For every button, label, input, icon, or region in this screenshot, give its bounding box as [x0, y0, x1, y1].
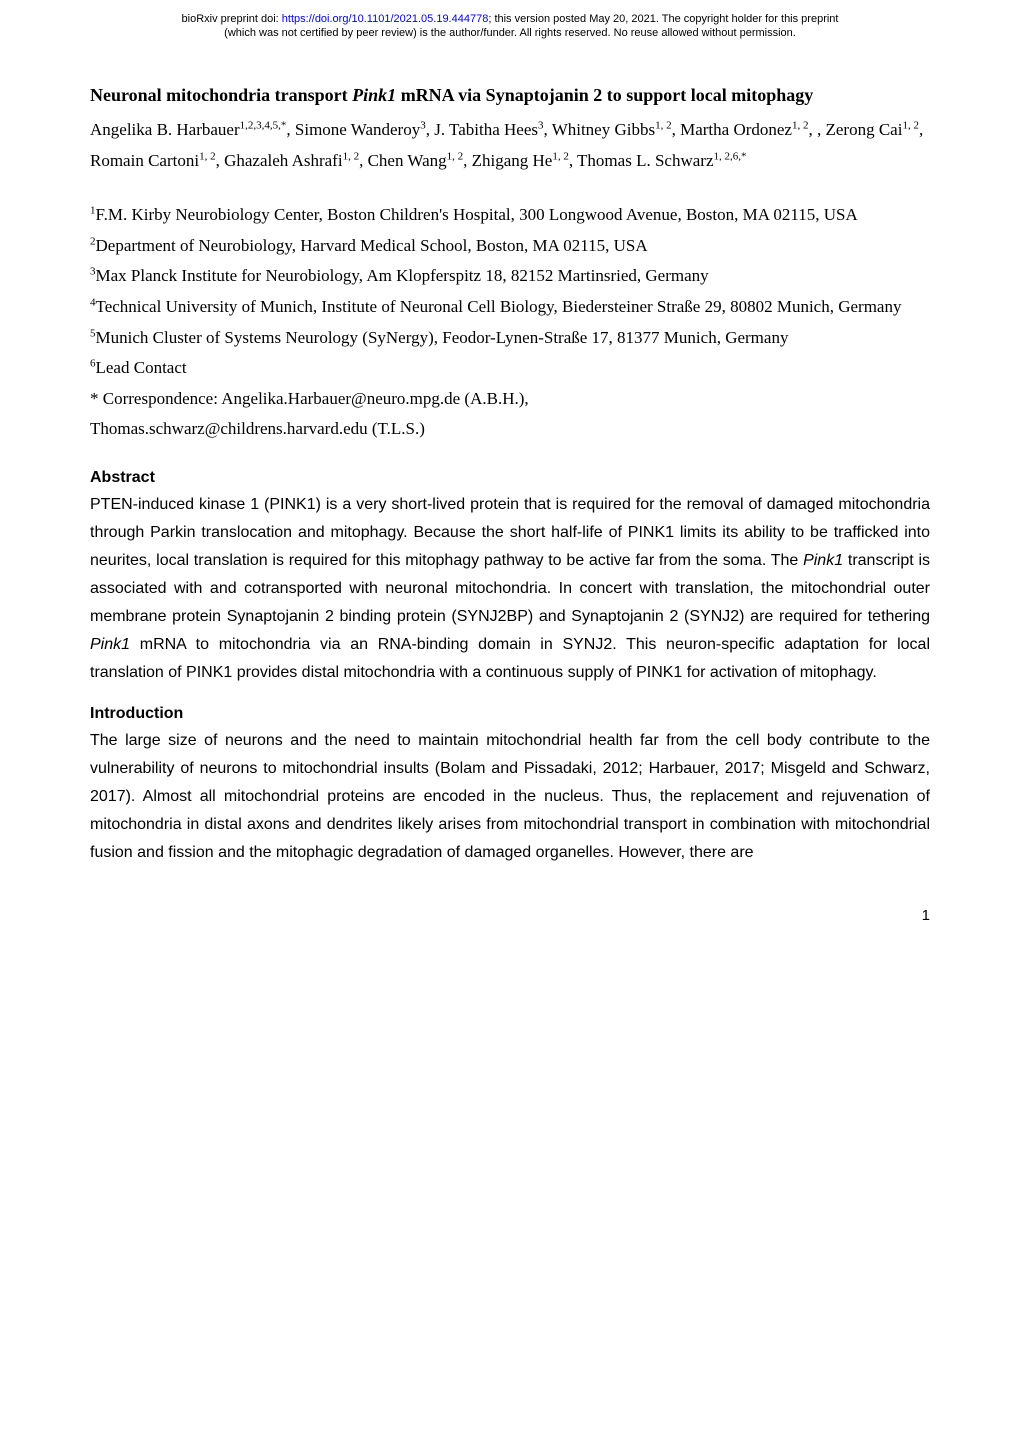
correspondence-1: * Correspondence: Angelika.Harbauer@neur…	[90, 384, 930, 415]
preprint-line2: (which was not certified by peer review)…	[224, 27, 796, 39]
doi-link[interactable]: https://doi.org/10.1101/2021.05.19.44477…	[282, 13, 489, 25]
abstract-italic2: Pink1	[90, 636, 130, 653]
correspondence-2: Thomas.schwarz@childrens.harvard.edu (T.…	[90, 414, 930, 445]
affiliation-2: 2Department of Neurobiology, Harvard Med…	[90, 231, 930, 262]
author-list: Angelika B. Harbauer1,2,3,4,5,*, Simone …	[90, 115, 930, 176]
title-part1: Neuronal mitochondria transport	[90, 85, 352, 105]
affiliation-3: 3Max Planck Institute for Neurobiology, …	[90, 261, 930, 292]
preprint-line1-suffix: ; this version posted May 20, 2021. The …	[488, 13, 838, 25]
abstract-text: PTEN-induced kinase 1 (PINK1) is a very …	[90, 491, 930, 687]
affiliation-1: 1F.M. Kirby Neurobiology Center, Boston …	[90, 200, 930, 231]
abstract-section: Abstract PTEN-induced kinase 1 (PINK1) i…	[90, 469, 930, 687]
page-number: 1	[0, 907, 1020, 944]
abstract-italic1: Pink1	[803, 552, 843, 569]
paper-content: Neuronal mitochondria transport Pink1 mR…	[0, 49, 1020, 907]
abstract-heading: Abstract	[90, 469, 930, 487]
preprint-line1-prefix: bioRxiv preprint doi:	[182, 13, 282, 25]
introduction-section: Introduction The large size of neurons a…	[90, 705, 930, 867]
preprint-header: bioRxiv preprint doi: https://doi.org/10…	[0, 0, 1020, 49]
affiliation-6: 6Lead Contact	[90, 353, 930, 384]
introduction-text: The large size of neurons and the need t…	[90, 727, 930, 867]
abstract-p3: mRNA to mitochondria via an RNA-binding …	[90, 636, 930, 681]
affiliation-4: 4Technical University of Munich, Institu…	[90, 292, 930, 323]
affiliation-5: 5Munich Cluster of Systems Neurology (Sy…	[90, 323, 930, 354]
affiliations: 1F.M. Kirby Neurobiology Center, Boston …	[90, 200, 930, 445]
title-part2: mRNA via Synaptojanin 2 to support local…	[396, 85, 813, 105]
title-italic: Pink1	[352, 85, 396, 105]
paper-title: Neuronal mitochondria transport Pink1 mR…	[90, 79, 930, 111]
introduction-heading: Introduction	[90, 705, 930, 723]
